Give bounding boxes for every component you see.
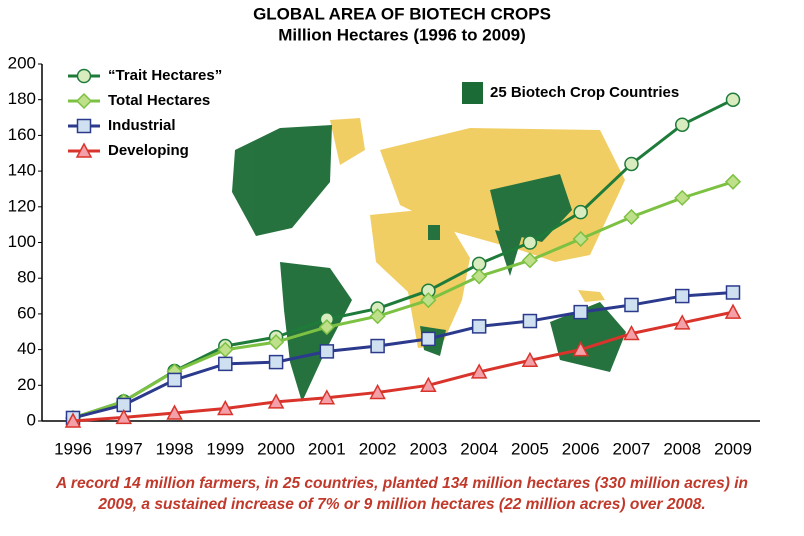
data-point — [318, 319, 335, 336]
data-point — [674, 189, 691, 206]
data-point — [217, 399, 234, 416]
y-tick-label: 120 — [8, 196, 36, 215]
data-point — [573, 204, 588, 220]
legend-label: “Trait Hectares” — [108, 67, 222, 84]
y-tick-label: 60 — [17, 303, 36, 322]
legend-marker — [75, 142, 93, 158]
data-point — [725, 285, 741, 300]
data-point — [218, 356, 233, 372]
data-point — [420, 292, 437, 309]
data-point — [115, 408, 133, 425]
chart-subtitle: Million Hectares (1996 to 2009) — [278, 25, 526, 44]
y-tick-label: 160 — [8, 125, 36, 144]
map-china — [490, 174, 572, 242]
data-point — [623, 208, 640, 226]
data-point — [267, 393, 285, 409]
y-tick-label: 140 — [8, 161, 36, 180]
data-point — [268, 354, 284, 370]
map-north-america — [232, 125, 332, 236]
x-tick-label: 2003 — [409, 439, 447, 458]
x-tick-label: 2004 — [460, 439, 498, 458]
x-tick-label: 2007 — [613, 439, 651, 458]
x-tick-label: 2002 — [359, 439, 397, 458]
x-tick-label: 2006 — [562, 439, 600, 458]
data-point — [572, 230, 589, 247]
data-point — [369, 308, 386, 325]
data-point — [471, 319, 487, 334]
legend-label: Industrial — [108, 117, 176, 134]
footnote: 2009, a sustained increase of 7% or 9 mi… — [97, 496, 705, 513]
data-point — [420, 376, 437, 393]
data-point — [725, 92, 741, 107]
data-point — [624, 156, 639, 172]
map-egypt — [428, 225, 440, 240]
data-point — [724, 303, 742, 319]
x-tick-label: 2009 — [714, 439, 752, 458]
map-south-america — [280, 262, 352, 402]
data-point — [421, 331, 436, 347]
series-line — [72, 180, 734, 420]
y-tick-label: 180 — [8, 89, 36, 108]
map-australia — [550, 302, 626, 372]
data-point — [674, 288, 690, 304]
data-point — [268, 334, 285, 351]
data-point — [724, 173, 742, 190]
map-islands — [578, 290, 605, 302]
data-point — [470, 363, 488, 379]
data-point — [572, 341, 589, 357]
legend-label: Total Hectares — [108, 92, 210, 109]
x-tick-label: 2001 — [308, 439, 346, 458]
y-tick-label: 0 — [27, 410, 36, 429]
x-tick-label: 2005 — [511, 439, 549, 458]
data-point — [673, 314, 691, 330]
data-point — [64, 412, 82, 428]
x-tick-label: 2008 — [663, 439, 701, 458]
x-tick-label: 1998 — [156, 439, 194, 458]
data-point — [624, 297, 639, 313]
legend-marker — [76, 118, 92, 134]
data-point — [166, 404, 183, 420]
data-point — [522, 313, 538, 329]
data-point — [370, 338, 385, 354]
map-africa — [370, 208, 470, 348]
map-legend-label: 25 Biotech Crop Countries — [490, 84, 679, 101]
data-point — [319, 344, 335, 359]
data-point — [522, 235, 538, 250]
data-point — [471, 268, 488, 285]
series-line — [72, 290, 734, 420]
footnote: A record 14 million farmers, in 25 count… — [55, 475, 748, 492]
chart-title: GLOBAL AREA OF BIOTECH CROPS — [253, 4, 551, 23]
y-tick-label: 80 — [17, 268, 36, 287]
map-legend-swatch — [462, 82, 483, 104]
x-tick-label: 1999 — [206, 439, 244, 458]
data-point — [521, 351, 539, 368]
legend-marker — [76, 68, 92, 84]
legend-marker — [75, 92, 93, 110]
x-tick-label: 1997 — [105, 439, 143, 458]
data-point — [167, 372, 182, 388]
y-tick-label: 20 — [17, 375, 36, 394]
x-tick-label: 1996 — [54, 439, 92, 458]
map-greenland — [330, 118, 365, 165]
series-line — [72, 310, 734, 423]
data-point — [521, 252, 538, 269]
data-point — [369, 383, 386, 400]
data-point — [318, 389, 336, 405]
data-point — [623, 324, 640, 341]
y-tick-label: 100 — [8, 232, 36, 251]
data-point — [573, 304, 588, 320]
data-point — [674, 117, 690, 132]
y-tick-label: 40 — [17, 339, 36, 358]
x-tick-label: 2000 — [257, 439, 295, 458]
y-tick-label: 200 — [8, 53, 36, 72]
legend-label: Developing — [108, 142, 189, 159]
